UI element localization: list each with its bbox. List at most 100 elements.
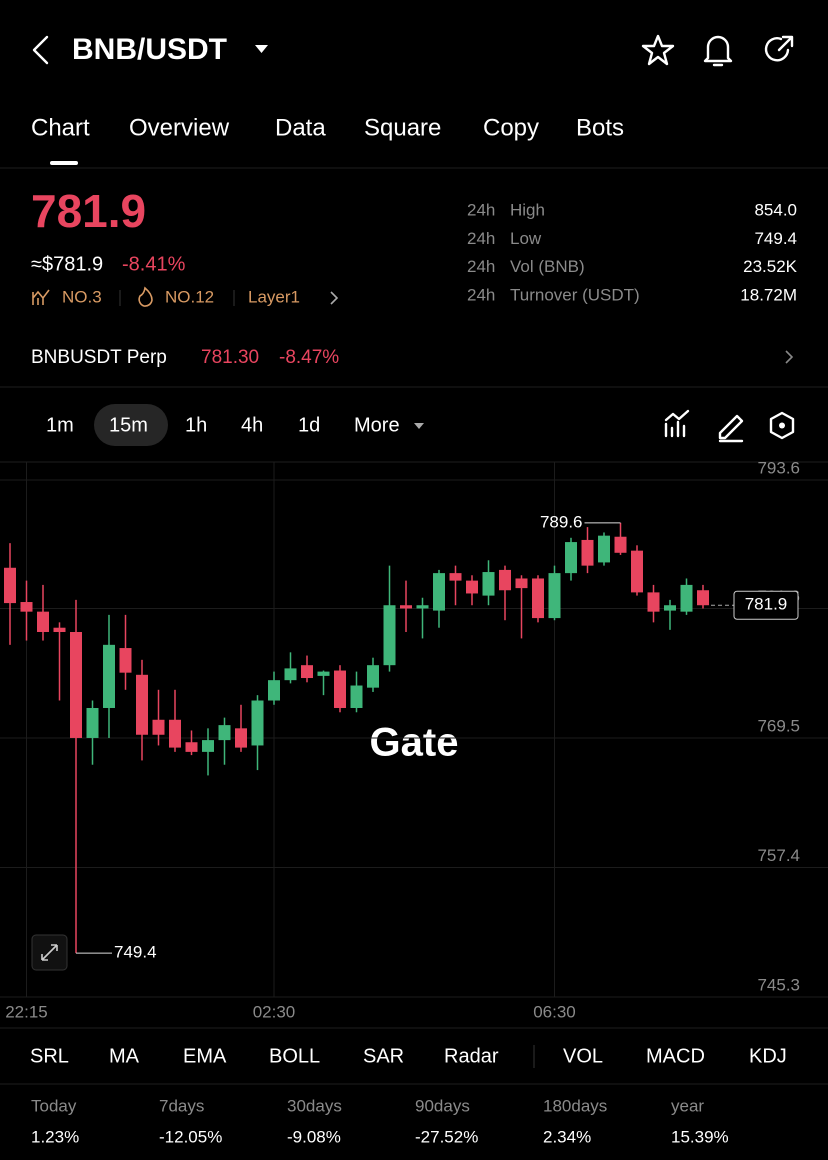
candle-body xyxy=(119,648,132,673)
candle-body xyxy=(136,674,148,735)
indicator[interactable]: SAR xyxy=(363,1045,404,1067)
x-tick-label: 06:30 xyxy=(533,1002,576,1021)
candle-body xyxy=(334,670,346,708)
chevron[interactable] xyxy=(785,350,794,364)
period-value: 2.34% xyxy=(543,1127,591,1146)
pair-title[interactable]: BNB/USDT xyxy=(72,33,227,66)
candle-body xyxy=(598,535,610,563)
candle-body xyxy=(647,592,660,612)
candle-body xyxy=(416,605,429,609)
candle-body xyxy=(631,550,643,593)
stat-value: 23.52K xyxy=(743,257,798,276)
candle-body xyxy=(20,602,33,612)
indicator[interactable]: VOL xyxy=(563,1045,603,1067)
candle-body xyxy=(400,605,412,609)
tag[interactable]: NO.12 xyxy=(165,287,214,306)
y-tick-label: 745.3 xyxy=(757,975,800,994)
more-caret[interactable] xyxy=(414,423,424,429)
tab[interactable]: Chart xyxy=(31,114,90,141)
timeframe[interactable]: 4h xyxy=(241,414,263,436)
share-icon[interactable] xyxy=(764,35,794,62)
indicator[interactable]: MA xyxy=(109,1045,140,1067)
last-price-tag: 781.9 xyxy=(745,595,788,614)
candle-body xyxy=(664,605,676,611)
candle-body xyxy=(367,665,379,688)
min-label: 749.4 xyxy=(114,943,157,962)
period-value: -27.52% xyxy=(415,1127,478,1146)
last-price: 781.9 xyxy=(31,185,146,237)
tab[interactable]: Square xyxy=(364,114,441,141)
indicator[interactable]: MACD xyxy=(646,1045,705,1067)
y-tick-label: 757.4 xyxy=(757,846,800,865)
perp-price: 781.30 xyxy=(201,347,259,368)
candle-body xyxy=(185,742,198,752)
expand-icon xyxy=(41,944,58,961)
candle-body xyxy=(532,578,544,619)
indicator-icon[interactable] xyxy=(664,409,690,438)
stat-label: Vol (BNB) xyxy=(510,257,585,276)
candle-body xyxy=(565,542,577,574)
candle-body xyxy=(350,685,363,708)
period-label: Today xyxy=(31,1096,77,1115)
tab[interactable]: Overview xyxy=(129,114,230,141)
timeframe[interactable]: 1d xyxy=(298,414,320,436)
stat-value: 854.0 xyxy=(754,200,797,219)
settings-dot xyxy=(779,422,785,429)
period-label: year xyxy=(671,1096,704,1115)
candle-body xyxy=(251,700,264,746)
stat-label: High xyxy=(510,200,545,219)
timeframe[interactable]: 1h xyxy=(185,414,207,436)
period-value: -12.05% xyxy=(159,1127,222,1146)
indicator[interactable]: EMA xyxy=(183,1045,227,1067)
candle-body xyxy=(152,719,165,735)
candle-body xyxy=(614,536,627,553)
timeframe-selected xyxy=(94,404,168,446)
period-label: 7days xyxy=(159,1096,204,1115)
y-tick-label: 793.6 xyxy=(757,458,800,477)
indicator[interactable]: KDJ xyxy=(749,1045,787,1067)
candle-body xyxy=(581,539,594,566)
tag[interactable]: NO.3 xyxy=(62,287,102,306)
candle-body xyxy=(317,671,330,676)
period-label: 180days xyxy=(543,1096,607,1115)
bell-icon[interactable] xyxy=(703,35,733,67)
candle-body xyxy=(235,728,247,748)
last-price-box xyxy=(733,590,799,620)
tab[interactable]: Data xyxy=(275,114,326,141)
tag[interactable]: Layer1 xyxy=(248,287,300,306)
candle-body xyxy=(37,611,49,632)
back-icon[interactable] xyxy=(32,35,49,65)
candle-body xyxy=(697,590,709,606)
max-label: 789.6 xyxy=(540,512,583,531)
indicator[interactable]: SRL xyxy=(30,1045,69,1067)
draw-icon[interactable] xyxy=(718,414,744,443)
star-icon[interactable] xyxy=(641,34,675,66)
rank-icon xyxy=(32,289,50,305)
candle-body xyxy=(449,573,462,581)
candle-body xyxy=(482,572,495,596)
perp-name[interactable]: BNBUSDT Perp xyxy=(31,347,167,368)
candle-body xyxy=(433,573,445,611)
candle-body xyxy=(515,578,528,589)
settings-icon[interactable] xyxy=(769,411,795,440)
timeframe[interactable]: More xyxy=(354,414,400,436)
tab-indicator xyxy=(50,161,78,165)
candle-body xyxy=(383,605,396,666)
candle-body xyxy=(103,644,115,708)
y-tick-label: 769.5 xyxy=(757,716,800,735)
pair-dropdown[interactable] xyxy=(255,45,268,53)
perp-change: -8.47% xyxy=(279,347,339,368)
candle-body xyxy=(680,584,693,612)
tab[interactable]: Bots xyxy=(576,114,624,141)
timeframe[interactable]: 15m xyxy=(109,414,148,436)
stat-period: 24h xyxy=(467,200,495,219)
indicator[interactable]: Radar xyxy=(444,1045,499,1067)
indicator[interactable]: BOLL xyxy=(269,1045,320,1067)
tab[interactable]: Copy xyxy=(483,114,539,141)
candle-body xyxy=(499,569,511,591)
timeframe[interactable]: 1m xyxy=(46,414,74,436)
chevron[interactable] xyxy=(330,291,339,305)
